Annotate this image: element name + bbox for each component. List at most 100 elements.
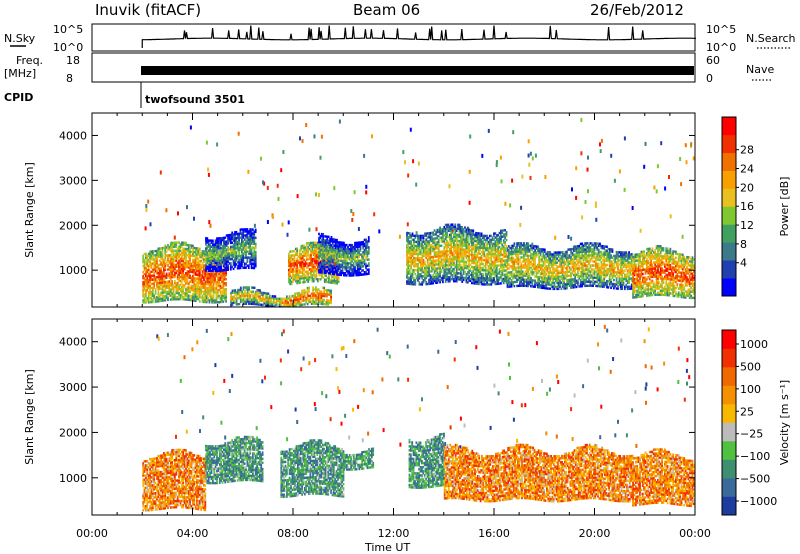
echo-cell (149, 284, 151, 288)
echo-cell (472, 253, 475, 257)
echo-cell (349, 266, 352, 269)
echo-cell (433, 265, 436, 269)
echo-cell (214, 241, 217, 244)
echo-cell (169, 243, 172, 247)
echo-cell (468, 169, 471, 174)
echo-cell (487, 269, 490, 272)
echo-cell (429, 246, 432, 249)
echo-cell (311, 261, 314, 265)
echo-cell (246, 230, 249, 233)
echo-cell (205, 267, 207, 270)
echo-cell (185, 261, 187, 265)
echo-cell (287, 220, 290, 225)
echo-cell (146, 280, 149, 284)
echo-cell (227, 256, 229, 259)
echo-cell (325, 261, 327, 265)
echo-cell (156, 259, 158, 263)
echo-cell (354, 260, 356, 263)
echo-cell (464, 242, 466, 245)
echo-cell (254, 246, 257, 250)
echo-cell (282, 150, 285, 154)
echo-cell (338, 255, 341, 258)
echo-cell (316, 290, 319, 293)
echo-cell (323, 298, 326, 302)
echo-cell (198, 249, 201, 253)
echo-cell (237, 292, 239, 296)
echo-cell (506, 285, 509, 289)
echo-cell (186, 205, 188, 210)
echo-cell (319, 294, 321, 297)
echo-cell (213, 253, 216, 257)
echo-cell (315, 302, 317, 305)
echo-cell (313, 296, 316, 299)
echo-cell (277, 299, 279, 302)
echo-cell (143, 287, 146, 290)
echo-cell (425, 256, 428, 260)
echo-cell (146, 285, 149, 288)
echo-cell (205, 140, 208, 145)
echo-cell (314, 251, 316, 255)
echo-cell (203, 270, 205, 273)
echo-cell (253, 286, 256, 290)
echo-cell (225, 290, 227, 293)
echo-cell (327, 241, 330, 245)
echo-cell (413, 258, 415, 262)
echo-cell (147, 284, 150, 288)
echo-cell (179, 275, 182, 279)
echo-cell (150, 292, 153, 296)
echo-cell (303, 264, 305, 268)
echo-cell (460, 231, 462, 235)
echo-cell (306, 288, 309, 292)
echo-cell (207, 274, 209, 278)
echo-cell (504, 241, 506, 244)
echo-cell (450, 249, 453, 253)
echo-cell (150, 298, 153, 302)
echo-cell (169, 258, 172, 261)
echo-cell (410, 240, 412, 243)
echo-cell (252, 262, 254, 266)
echo-cell (490, 267, 493, 270)
echo-cell (501, 253, 504, 257)
echo-cell (348, 270, 351, 273)
echo-cell (232, 259, 235, 263)
echo-cell (175, 255, 178, 259)
echo-cell (238, 252, 240, 256)
echo-cell (172, 245, 175, 249)
echo-cell (287, 301, 290, 304)
echo-cell (174, 296, 176, 299)
echo-cell (476, 268, 479, 271)
echo-cell (494, 258, 497, 262)
echo-cell (345, 268, 348, 271)
echo-cell (235, 241, 238, 244)
echo-cell (180, 287, 183, 291)
echo-cell (490, 248, 493, 252)
echo-cell (163, 291, 165, 294)
echo-cell (169, 266, 172, 269)
echo-cell (414, 260, 417, 264)
echo-cell (281, 301, 284, 305)
echo-cell (472, 239, 475, 243)
echo-cell (174, 243, 176, 246)
echo-cell (322, 276, 325, 279)
echo-cell (211, 301, 214, 304)
echo-cell (433, 261, 436, 265)
echo-cell (210, 241, 213, 244)
echo-cell (246, 290, 249, 293)
echo-cell (469, 279, 472, 283)
echo-cell (178, 245, 180, 248)
echo-cell (323, 253, 326, 256)
echo-cell (192, 274, 194, 278)
echo-cell (491, 250, 494, 254)
echo-cell (365, 264, 367, 268)
echo-cell (497, 248, 500, 251)
echo-cell (169, 282, 172, 285)
echo-cell (229, 253, 232, 257)
echo-cell (239, 290, 242, 294)
echo-cell (201, 286, 204, 289)
echo-cell (495, 260, 498, 263)
echo-cell (490, 254, 493, 258)
echo-cell (336, 263, 338, 266)
echo-cell (303, 299, 306, 302)
echo-cell (319, 244, 322, 248)
echo-cell (443, 256, 446, 259)
